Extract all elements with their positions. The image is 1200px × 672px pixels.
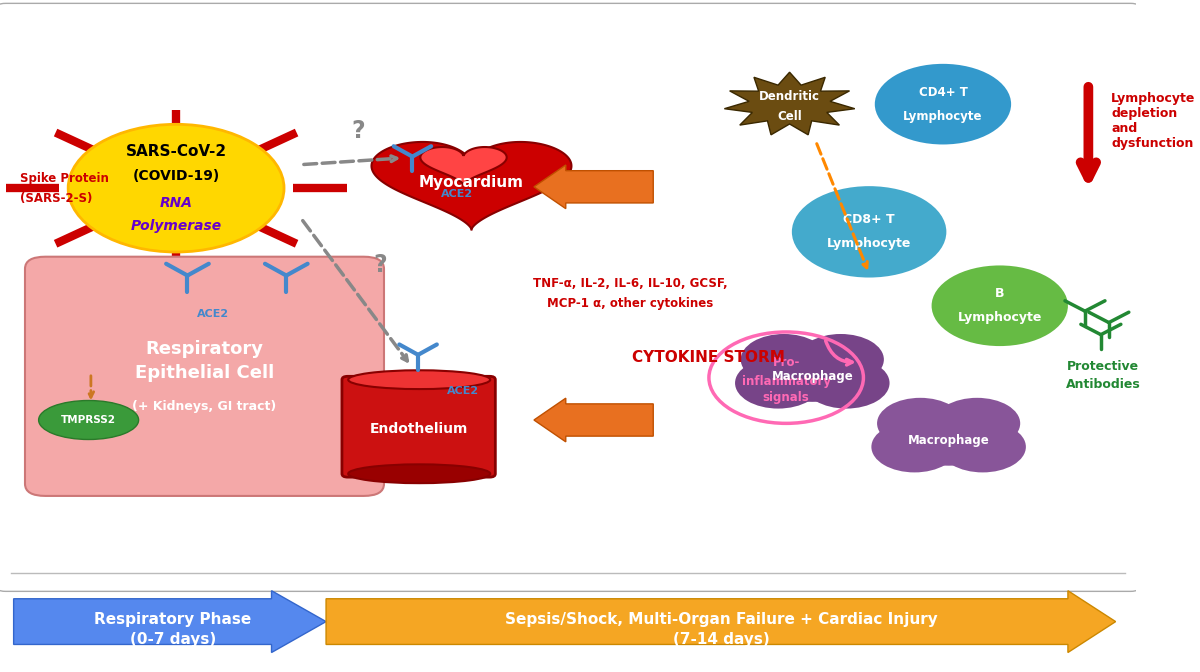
Text: (+ Kidneys, GI tract): (+ Kidneys, GI tract) (132, 400, 277, 413)
Circle shape (792, 186, 947, 278)
Circle shape (736, 358, 821, 409)
Text: TNF-α, IL-2, IL-6, IL-10, GCSF,: TNF-α, IL-2, IL-6, IL-10, GCSF, (533, 277, 728, 290)
Text: Respiratory: Respiratory (145, 341, 264, 358)
Text: Endothelium: Endothelium (370, 422, 468, 435)
Text: Macrophage: Macrophage (907, 433, 990, 447)
Text: TMPRSS2: TMPRSS2 (61, 415, 116, 425)
Text: Polymerase: Polymerase (131, 220, 222, 233)
Circle shape (906, 415, 992, 466)
Circle shape (803, 358, 889, 409)
Polygon shape (372, 142, 571, 230)
Circle shape (769, 351, 856, 402)
Circle shape (940, 421, 1026, 472)
FancyArrow shape (534, 398, 653, 442)
Text: ?: ? (352, 119, 365, 143)
Circle shape (740, 334, 827, 385)
Text: (7-14 days): (7-14 days) (673, 632, 769, 647)
Text: ?: ? (373, 253, 388, 278)
Text: Epithelial Cell: Epithelial Cell (134, 364, 274, 382)
FancyArrow shape (13, 591, 326, 653)
Text: Sepsis/Shock, Multi-Organ Failure + Cardiac Injury: Sepsis/Shock, Multi-Organ Failure + Card… (505, 612, 937, 627)
Circle shape (875, 64, 1012, 144)
Text: Lymphocyte: Lymphocyte (958, 311, 1042, 325)
Circle shape (871, 421, 958, 472)
Text: signals: signals (763, 391, 810, 405)
Text: MCP-1 α, other cytokines: MCP-1 α, other cytokines (547, 297, 714, 310)
Text: SARS-CoV-2: SARS-CoV-2 (126, 144, 227, 159)
FancyBboxPatch shape (342, 376, 496, 477)
FancyBboxPatch shape (25, 257, 384, 496)
FancyBboxPatch shape (0, 3, 1141, 591)
FancyArrow shape (326, 591, 1116, 653)
Circle shape (931, 265, 1068, 346)
Circle shape (68, 124, 284, 252)
Text: B: B (995, 287, 1004, 300)
Text: Dendritic: Dendritic (760, 89, 820, 103)
Text: Protective: Protective (1067, 360, 1139, 373)
Text: CD8+ T: CD8+ T (844, 213, 895, 226)
Text: CD4+ T: CD4+ T (918, 85, 967, 99)
Ellipse shape (38, 401, 139, 439)
Text: ACE2: ACE2 (446, 386, 479, 396)
Text: Respiratory Phase: Respiratory Phase (94, 612, 251, 627)
Text: ACE2: ACE2 (197, 309, 229, 319)
Text: Lymphocyte: Lymphocyte (827, 237, 911, 251)
Circle shape (798, 334, 884, 385)
Text: CYTOKINE STORM: CYTOKINE STORM (632, 350, 785, 365)
FancyArrow shape (534, 165, 653, 208)
Circle shape (877, 398, 964, 449)
Text: (0-7 days): (0-7 days) (130, 632, 216, 647)
Ellipse shape (348, 464, 491, 483)
Text: inflammatory: inflammatory (742, 374, 830, 388)
Text: Antibodies: Antibodies (1066, 378, 1140, 391)
Ellipse shape (348, 370, 491, 389)
Text: Myocardium: Myocardium (419, 175, 524, 190)
Polygon shape (725, 72, 854, 135)
Text: (COVID-19): (COVID-19) (132, 169, 220, 183)
Text: Lymphocyte
depletion
and
dysfunction: Lymphocyte depletion and dysfunction (1111, 92, 1195, 150)
Polygon shape (420, 147, 506, 185)
Text: Spike Protein: Spike Protein (20, 171, 109, 185)
Text: RNA: RNA (160, 196, 192, 210)
Text: Lymphocyte: Lymphocyte (904, 110, 983, 123)
Text: Macrophage: Macrophage (772, 370, 853, 383)
Circle shape (934, 398, 1020, 449)
Text: ACE2: ACE2 (440, 189, 473, 198)
Text: (SARS-2-S): (SARS-2-S) (20, 192, 92, 205)
Text: Cell: Cell (778, 110, 802, 123)
Text: Pro-: Pro- (773, 356, 800, 370)
